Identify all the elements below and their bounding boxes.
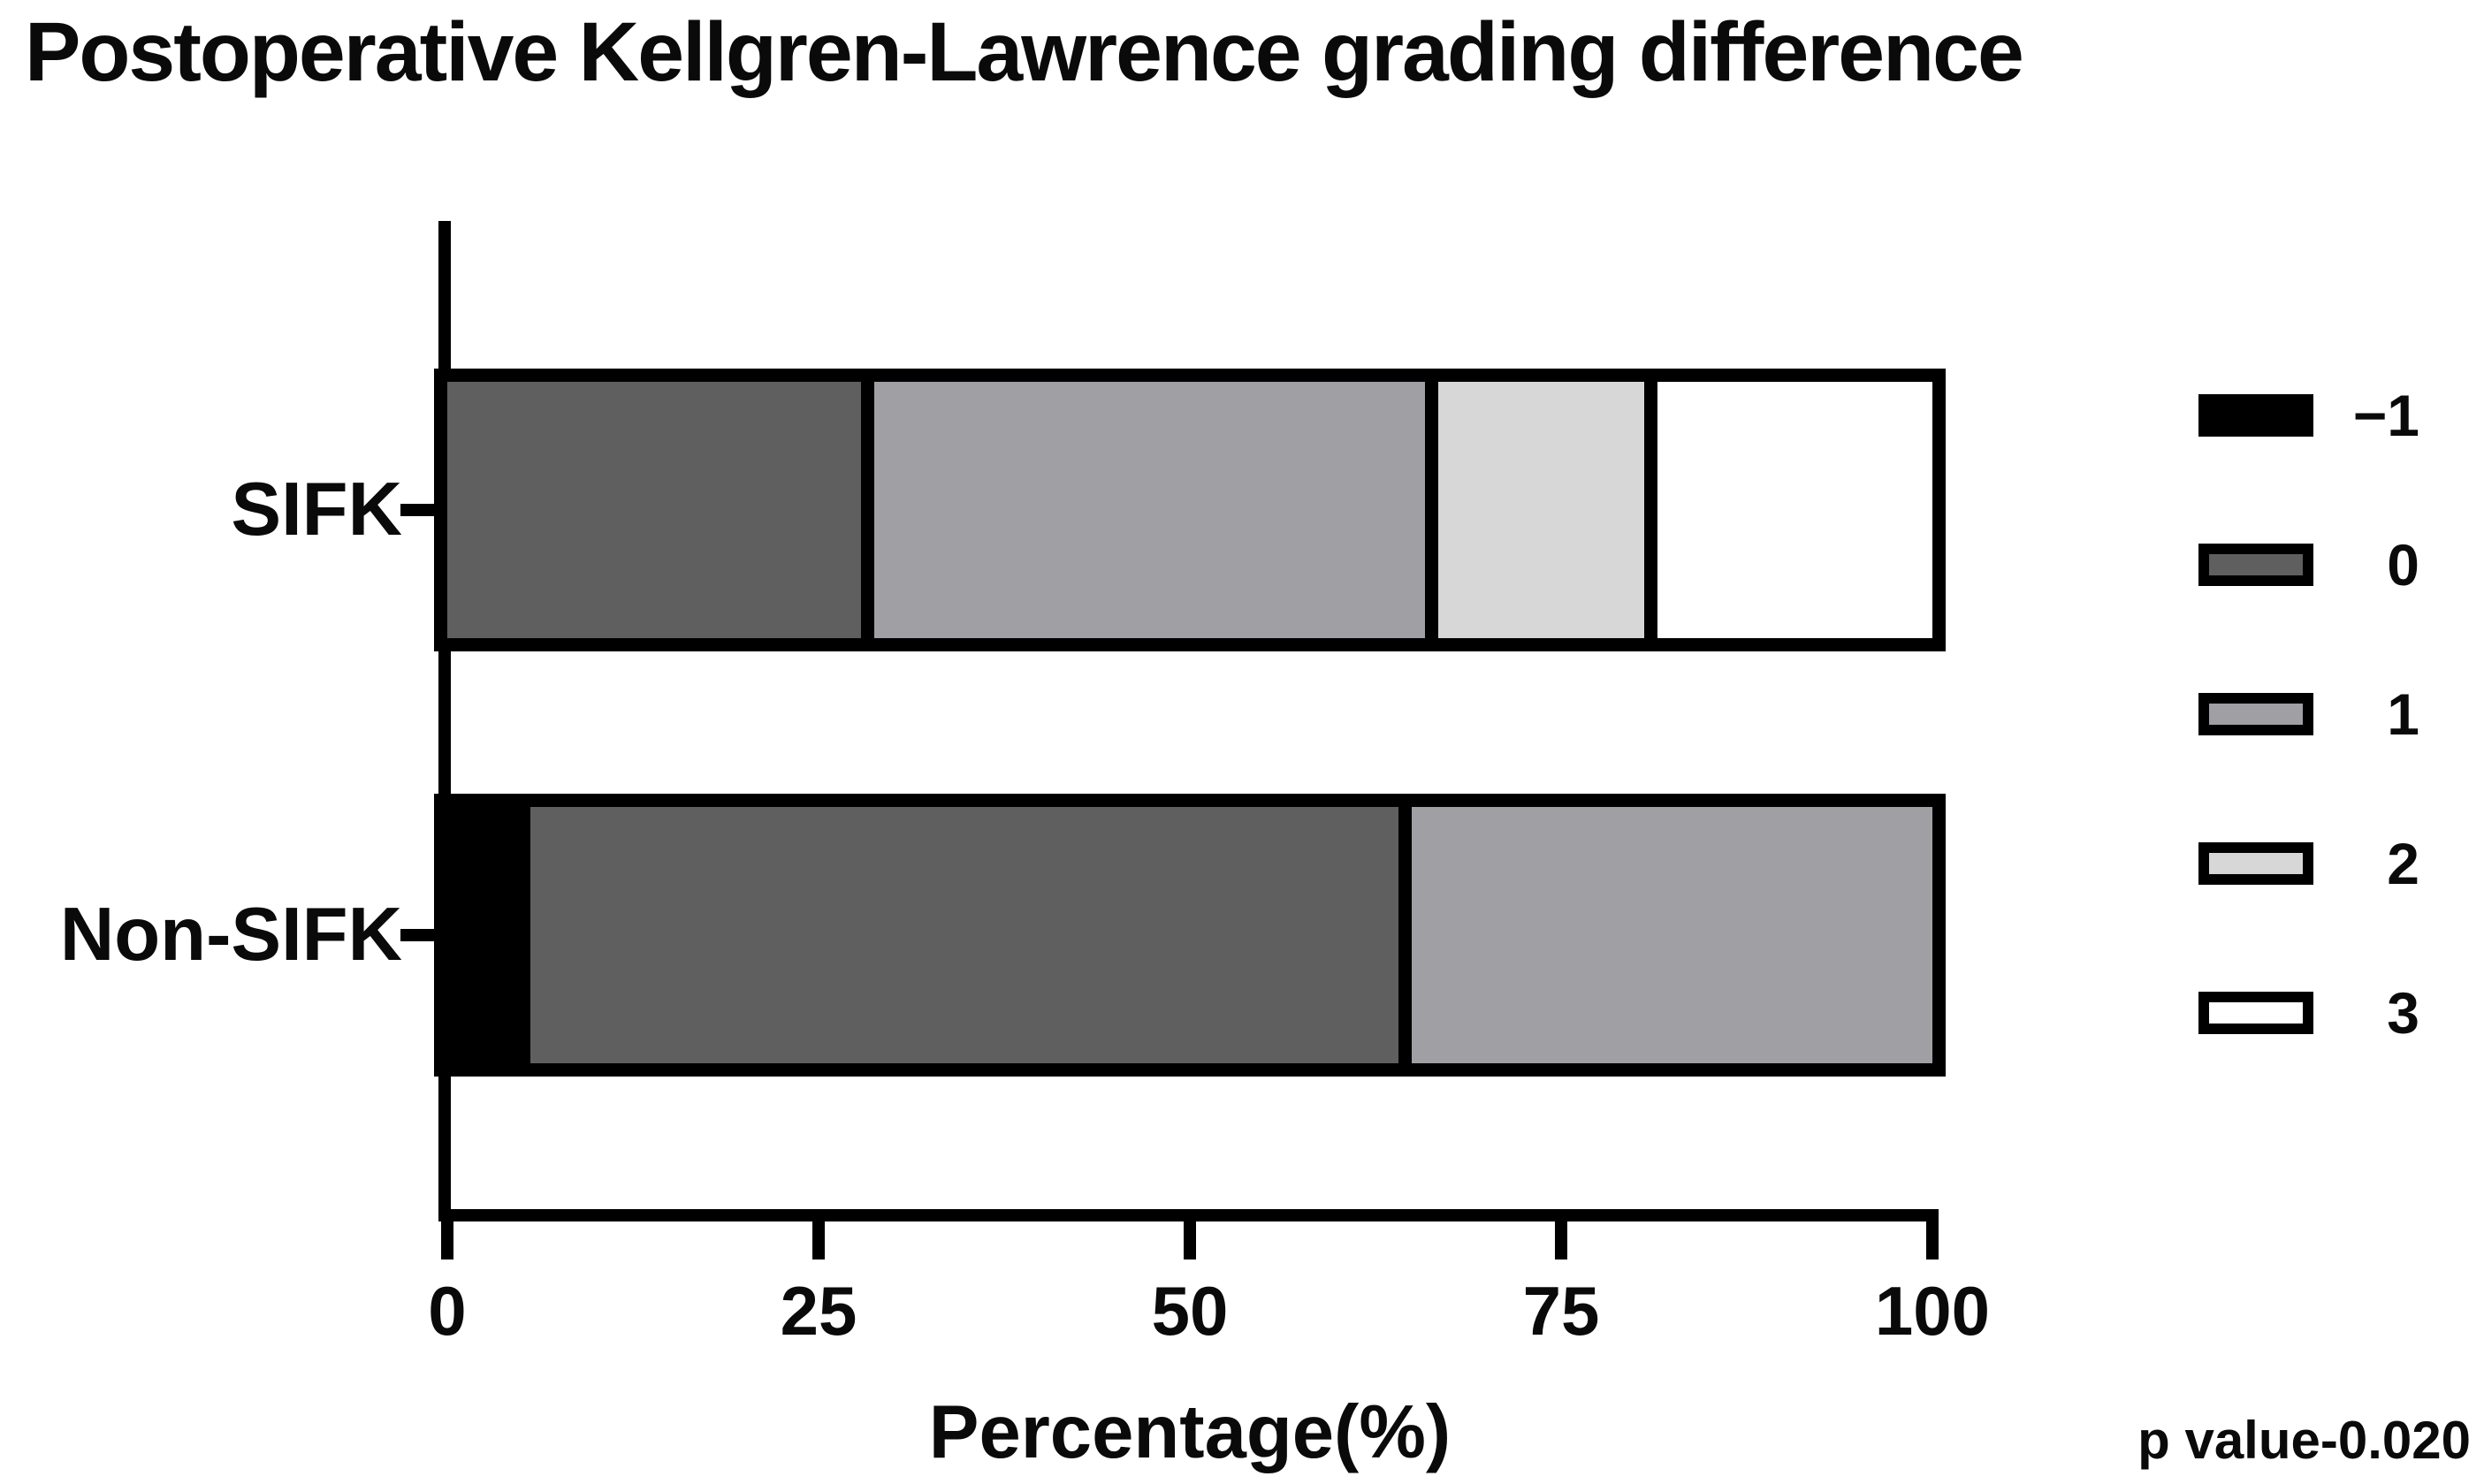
- legend-label-3: 3: [2387, 980, 2419, 1046]
- legend-item-−1: −1: [2198, 383, 2419, 448]
- legend-swatch-1: [2198, 693, 2313, 735]
- legend-label-1: 1: [2387, 681, 2419, 747]
- bar-segment-sifk-grade-1: [873, 382, 1425, 638]
- chart-title: Postoperative Kellgren-Lawrence grading …: [25, 5, 2024, 99]
- bar-segment-sifk-grade-2: [1437, 382, 1645, 638]
- legend-item-0: 0: [2198, 532, 2419, 597]
- legend-label-−1: −1: [2352, 383, 2419, 448]
- x-tick-label-25: 25: [780, 1272, 857, 1350]
- x-tick-mark-100: [1926, 1215, 1939, 1259]
- x-tick-mark-75: [1555, 1215, 1567, 1259]
- bar-segment-sifk-grade-3: [1657, 382, 1933, 638]
- category-label-non-sifk: Non-SIFK: [59, 893, 402, 977]
- legend-item-2: 2: [2198, 831, 2419, 896]
- x-tick-label-50: 50: [1151, 1272, 1229, 1350]
- legend-item-1: 1: [2198, 681, 2419, 747]
- category-tick-non-sifk: [400, 929, 445, 941]
- bar-segment-sifk-grade-0: [447, 382, 861, 638]
- legend-item-3: 3: [2198, 980, 2419, 1046]
- legend-swatch-3: [2198, 992, 2313, 1034]
- bar-segment-non-sifk-grade-0: [530, 807, 1398, 1063]
- x-tick-mark-50: [1184, 1215, 1196, 1259]
- x-tick-label-0: 0: [428, 1272, 467, 1350]
- category-tick-sifk: [400, 504, 445, 516]
- bar-segment-non-sifk-grade-1: [1411, 807, 1932, 1063]
- bar-segment-non-sifk-grade-−1: [447, 807, 518, 1063]
- x-tick-label-75: 75: [1522, 1272, 1600, 1350]
- x-tick-label-100: 100: [1874, 1272, 1991, 1350]
- legend-label-2: 2: [2387, 831, 2419, 896]
- x-tick-mark-25: [812, 1215, 825, 1259]
- legend-swatch-0: [2198, 544, 2313, 586]
- x-tick-mark-0: [441, 1215, 453, 1259]
- bar-non-sifk: [434, 794, 1946, 1077]
- legend-swatch-−1: [2198, 394, 2313, 437]
- x-axis-title: Percentage(%): [928, 1390, 1452, 1474]
- legend-swatch-2: [2198, 842, 2313, 885]
- p-value-annotation: p value-0.020: [2137, 1411, 2471, 1470]
- bar-sifk: [434, 369, 1946, 651]
- legend-label-0: 0: [2387, 532, 2419, 597]
- category-label-sifk: SIFK: [231, 468, 402, 552]
